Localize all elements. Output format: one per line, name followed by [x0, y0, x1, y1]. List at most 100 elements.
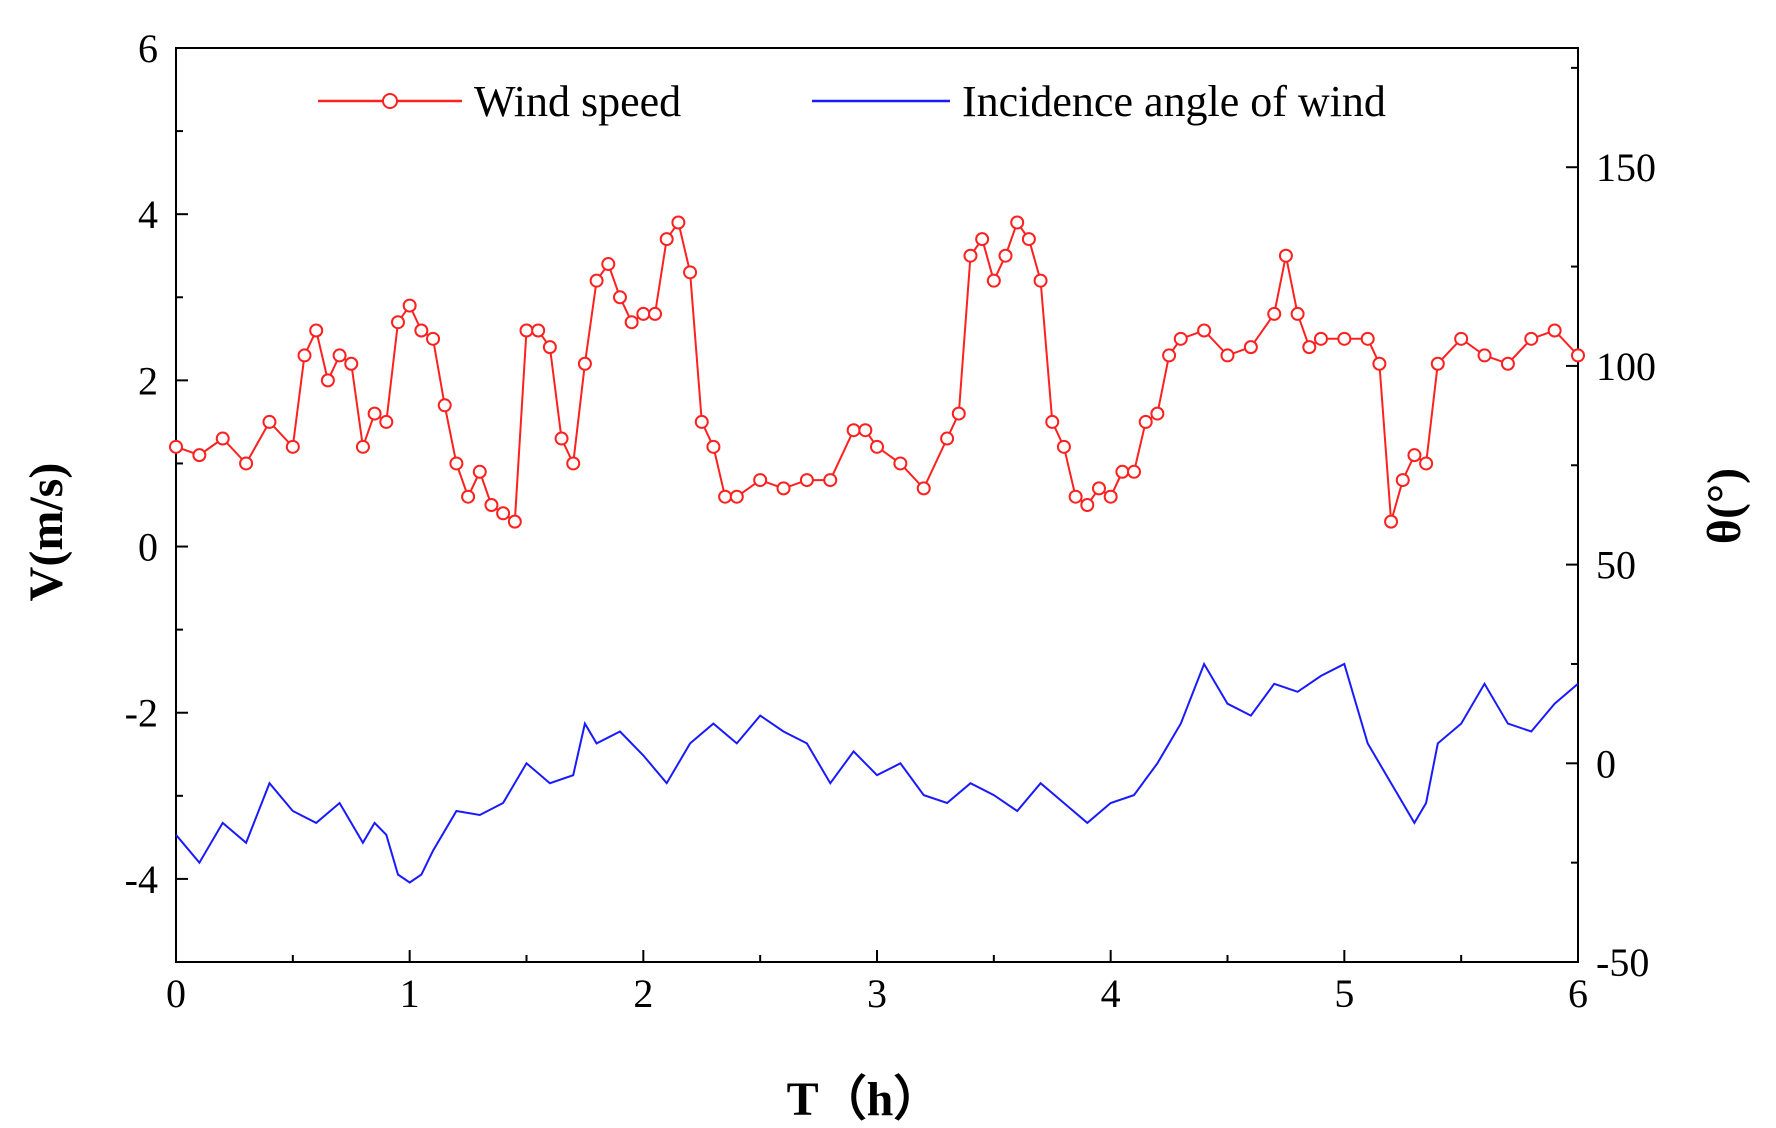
x-tick-label: 0 — [166, 971, 186, 1016]
wind-speed-point — [1524, 331, 1539, 346]
wind-speed-point — [718, 489, 733, 504]
wind-speed-point — [1547, 323, 1562, 338]
wind-speed-point — [648, 306, 663, 321]
x-axis-title: T（h） — [787, 1073, 942, 1126]
legend-label-incidence-angle: Incidence angle of wind — [962, 77, 1386, 126]
wind-speed-point — [1056, 439, 1071, 454]
wind-speed-point — [367, 406, 382, 421]
wind-speed-point — [542, 340, 557, 355]
wind-speed-point — [1197, 323, 1212, 338]
legend: Wind speed Incidence angle of wind — [318, 77, 1386, 126]
y-right-tick-label: 100 — [1596, 344, 1656, 389]
y-right-tick-label: 0 — [1596, 741, 1616, 786]
x-tick-label: 5 — [1334, 971, 1354, 1016]
wind-speed-point — [589, 273, 604, 288]
wind-speed-point — [951, 406, 966, 421]
wind-speed-point — [1162, 348, 1177, 363]
wind-speed-point — [426, 331, 441, 346]
series-line-incidence-angle — [175, 661, 1579, 884]
wind-speed-point — [636, 306, 651, 321]
wind-speed-point — [262, 414, 277, 429]
series-line-wind-speed — [175, 220, 1579, 524]
wind-speed-point — [1302, 340, 1317, 355]
wind-speed-point — [344, 356, 359, 371]
y-left-tick-label: -2 — [125, 691, 158, 736]
wind-speed-point — [998, 248, 1013, 263]
wind-speed-point — [1290, 306, 1305, 321]
wind-speed-point — [239, 456, 254, 471]
wind-speed-point — [285, 439, 300, 454]
wind-speed-point — [659, 232, 674, 247]
wind-speed-point — [1337, 331, 1352, 346]
wind-speed-point — [858, 423, 873, 438]
wind-speed-point — [566, 456, 581, 471]
wind-speed-point — [379, 414, 394, 429]
wind-speed-point — [1068, 489, 1083, 504]
wind-speed-point — [1220, 348, 1235, 363]
wind-speed-point — [472, 464, 487, 479]
x-tick-label: 6 — [1568, 971, 1588, 1016]
wind-speed-point — [1454, 331, 1469, 346]
wind-speed-point — [601, 257, 616, 272]
wind-speed-point — [1384, 514, 1399, 529]
wind-speed-point — [496, 506, 511, 521]
wind-speed-point — [577, 356, 592, 371]
wind-speed-point — [963, 248, 978, 263]
wind-speed-point — [612, 290, 627, 305]
wind-speed-point — [1313, 331, 1328, 346]
wind-speed-point — [332, 348, 347, 363]
wind-speed-point — [1278, 248, 1293, 263]
wind-speed-point — [519, 323, 534, 338]
wind-speed-point — [402, 298, 417, 313]
wind-speed-point — [414, 323, 429, 338]
wind-speed-point — [1419, 456, 1434, 471]
y-left-tick-label: -4 — [125, 857, 158, 902]
wind-speed-point — [975, 232, 990, 247]
y-left-tick-label: 6 — [138, 26, 158, 71]
wind-speed-point — [694, 414, 709, 429]
wind-speed-point — [1138, 414, 1153, 429]
wind-speed-point — [1091, 481, 1106, 496]
y-axis-title-left: V(m/s) — [20, 463, 73, 602]
wind-speed-point — [1150, 406, 1165, 421]
wind-speed-point — [1407, 448, 1422, 463]
wind-speed-point — [1267, 306, 1282, 321]
wind-speed-point — [823, 473, 838, 488]
wind-speed-point — [671, 215, 686, 230]
wind-speed-point — [390, 315, 405, 330]
wind-speed-point — [484, 498, 499, 512]
wind-speed-point — [309, 323, 324, 338]
wind-speed-point — [355, 439, 370, 454]
wind-speed-point — [1103, 489, 1118, 504]
wind-speed-point — [437, 398, 452, 413]
wind-speed-point — [846, 423, 861, 438]
y-left-tick-label: 2 — [138, 358, 158, 403]
wind-speed-point — [531, 323, 546, 338]
wind-speed-point — [1127, 464, 1142, 479]
wind-speed-point — [215, 431, 230, 446]
wind-speed-point — [461, 489, 476, 504]
series-layer — [169, 215, 1585, 884]
wind-speed-point — [1173, 331, 1188, 346]
wind-speed-point — [1033, 273, 1048, 288]
wind-speed-point — [776, 481, 791, 496]
wind-speed-point — [1243, 340, 1258, 355]
y-axis-title-right: θ(°) — [1698, 468, 1751, 544]
wind-speed-point — [1115, 464, 1130, 479]
wind-speed-point — [1080, 498, 1095, 512]
wind-speed-point — [1372, 356, 1387, 371]
wind-speed-point — [1430, 356, 1445, 371]
y-left-tick-label: 0 — [138, 525, 158, 570]
x-tick-label: 4 — [1101, 971, 1121, 1016]
wind-speed-point — [1571, 348, 1585, 363]
wind-speed-point — [916, 481, 931, 496]
wind-speed-point — [624, 315, 639, 330]
plot-frame — [175, 47, 1579, 963]
wind-speed-point — [683, 265, 698, 280]
x-tick-label: 1 — [400, 971, 420, 1016]
y-right-tick-label: 150 — [1596, 145, 1656, 190]
wind-speed-point — [507, 514, 522, 529]
x-tick-label: 2 — [633, 971, 653, 1016]
